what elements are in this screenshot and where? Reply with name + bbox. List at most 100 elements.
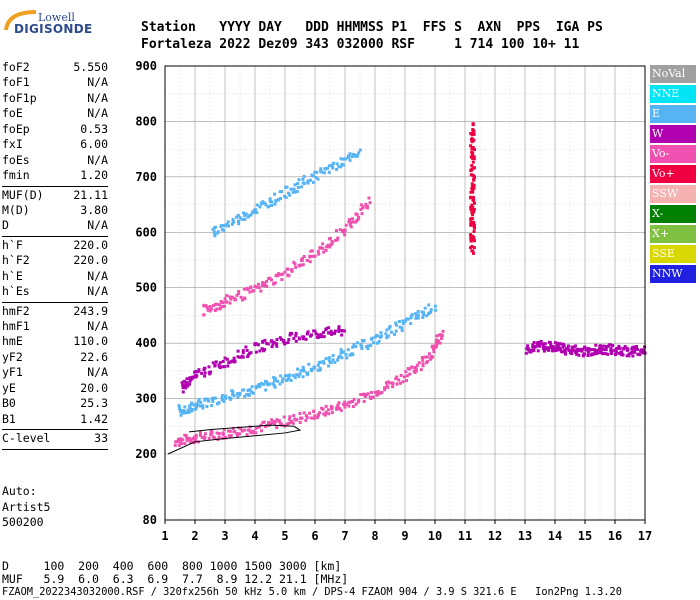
echo-point	[627, 354, 631, 358]
echo-point	[471, 251, 475, 255]
echo-point	[436, 339, 440, 343]
param-name: yE	[2, 380, 16, 395]
echo-point	[588, 347, 592, 351]
echo-point	[306, 179, 310, 183]
echo-point	[182, 384, 186, 388]
echo-point	[294, 418, 298, 422]
echo-point	[258, 349, 262, 353]
echo-point	[351, 399, 355, 403]
x-tick-label: 3	[221, 529, 228, 543]
echo-point	[222, 399, 226, 403]
echo-point	[391, 381, 395, 385]
echo-point	[470, 249, 474, 253]
legend-item: SSE	[650, 245, 696, 263]
echo-point	[243, 213, 247, 217]
echo-point	[602, 344, 606, 348]
echo-point	[590, 352, 594, 356]
echo-point	[253, 343, 257, 347]
param-row: yF1 N/A	[2, 365, 108, 380]
echo-point	[544, 347, 548, 351]
echo-point	[179, 409, 183, 413]
echo-point	[241, 211, 245, 215]
echo-point	[631, 354, 635, 358]
echo-point	[201, 404, 205, 408]
echo-point	[300, 259, 304, 263]
echo-point	[197, 368, 201, 372]
echo-point	[192, 403, 196, 407]
echo-point	[261, 339, 265, 343]
echo-point	[570, 345, 574, 349]
echo-point	[327, 364, 331, 368]
echo-point	[297, 178, 301, 182]
echo-point	[327, 237, 331, 241]
echo-point	[371, 395, 375, 399]
echo-point	[413, 366, 417, 370]
echo-point	[283, 342, 287, 346]
echo-point	[594, 351, 598, 355]
echo-point	[387, 326, 391, 330]
echo-point	[394, 321, 398, 325]
echo-point	[205, 404, 209, 408]
echo-point	[282, 415, 286, 419]
param-name: h`F	[2, 237, 23, 252]
echo-point	[254, 431, 258, 435]
param-row: fxI 6.00	[2, 137, 108, 152]
param-value: 1.42	[80, 411, 108, 426]
echo-point	[286, 273, 290, 277]
echo-point	[217, 400, 221, 404]
echo-point	[329, 361, 333, 365]
echo-point	[529, 348, 533, 352]
echo-point	[339, 328, 343, 332]
echo-point	[259, 289, 263, 293]
echo-point	[185, 381, 189, 385]
echo-point	[622, 346, 626, 350]
echo-point	[253, 342, 257, 346]
echo-point	[536, 340, 540, 344]
echo-point	[330, 240, 334, 244]
echo-point	[434, 308, 438, 312]
echo-point	[305, 415, 309, 419]
echo-trace	[177, 303, 438, 417]
echo-point	[405, 317, 409, 321]
echo-point	[470, 244, 474, 248]
echo-point	[554, 346, 558, 350]
echo-point	[272, 383, 276, 387]
echo-point	[642, 348, 646, 352]
echo-point	[253, 208, 257, 212]
echo-point	[427, 303, 431, 307]
echo-point	[232, 394, 236, 398]
echo-point	[289, 378, 293, 382]
echo-point	[614, 350, 618, 354]
echo-point	[331, 358, 335, 362]
echo-point	[469, 217, 473, 221]
echo-point	[287, 422, 291, 426]
echo-point	[595, 349, 599, 353]
echo-point	[239, 295, 243, 299]
echo-point	[336, 358, 340, 362]
echo-point	[190, 407, 194, 411]
param-value: N/A	[87, 218, 108, 233]
echo-point	[531, 349, 535, 353]
echo-point	[178, 407, 182, 411]
echo-point	[237, 220, 241, 224]
echo-point	[235, 432, 239, 436]
echo-point	[311, 174, 315, 178]
echo-point	[309, 333, 313, 337]
echo-point	[321, 242, 325, 246]
echo-point	[348, 223, 352, 227]
echo-point	[540, 342, 544, 346]
echo-point	[375, 341, 379, 345]
echo-point	[354, 220, 358, 224]
echo-point	[236, 355, 240, 359]
echo-point	[543, 342, 547, 346]
echo-point	[337, 165, 341, 169]
echo-point	[430, 345, 434, 349]
echo-point	[472, 235, 476, 239]
echo-point	[393, 332, 397, 336]
echo-point	[597, 347, 601, 351]
echo-point	[592, 352, 596, 356]
echo-point	[256, 425, 260, 429]
param-row: B0 25.3	[2, 396, 108, 411]
echo-point	[203, 371, 207, 375]
echo-point	[270, 203, 274, 207]
